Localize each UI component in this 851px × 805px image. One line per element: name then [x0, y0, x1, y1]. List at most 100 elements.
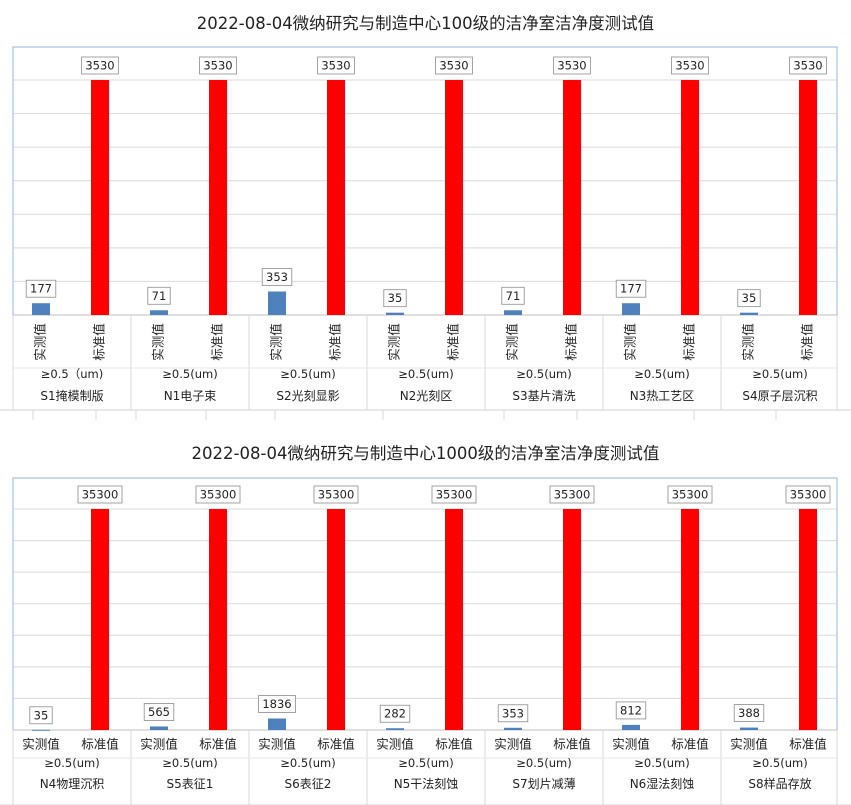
- data-label-actual: 35: [742, 291, 757, 305]
- bar-standard: [209, 80, 227, 315]
- data-label-actual-box: [615, 701, 647, 720]
- bar-actual: [32, 303, 50, 315]
- category-tick-label: N3热工艺区: [630, 389, 695, 403]
- data-label-standard: 35300: [672, 488, 709, 502]
- series-tick-label: 实测值: [505, 323, 520, 361]
- bar-actual: [740, 312, 758, 315]
- data-label-standard: 35300: [790, 488, 827, 502]
- size-tick-label: ≥0.5(um): [634, 367, 689, 381]
- data-label-actual: 177: [30, 282, 52, 296]
- bar-actual: [504, 310, 522, 315]
- data-label-standard: 3530: [439, 59, 468, 73]
- category-tick-label: S1掩模制版: [40, 389, 103, 403]
- data-label-actual: 812: [620, 703, 642, 717]
- data-label-actual-box: [261, 268, 293, 286]
- size-tick-label: ≥0.5(um): [634, 756, 689, 770]
- size-tick-label: ≥0.5(um): [516, 367, 571, 381]
- data-label-standard-box: [667, 485, 713, 504]
- data-label-standard-box: [199, 56, 237, 75]
- data-label-actual: 565: [148, 705, 170, 719]
- chart-title-1000: 2022-08-04微纳研究与制造中心1000级的洁净室洁净度测试值: [191, 444, 660, 463]
- series-tick-label: 标准值: [789, 737, 827, 752]
- series-tick-label: 标准值: [81, 737, 119, 752]
- data-label-standard-box: [785, 485, 831, 504]
- series-tick-label: 标准值: [210, 323, 225, 361]
- bar-actual: [32, 729, 50, 731]
- bar-standard: [681, 509, 699, 730]
- bar-standard: [799, 80, 817, 315]
- size-tick-label: ≥0.5(um): [280, 367, 335, 381]
- data-label-standard: 3530: [321, 59, 350, 73]
- size-tick-label: ≥0.5(um): [516, 756, 571, 770]
- data-label-standard-box: [553, 56, 591, 75]
- category-tick-label: N1电子束: [164, 389, 217, 403]
- bar-actual: [150, 726, 168, 730]
- bar-standard: [327, 80, 345, 315]
- bar-actual: [150, 310, 168, 315]
- bar-actual: [622, 303, 640, 315]
- data-label-standard: 3530: [675, 59, 704, 73]
- series-tick-label: 标准值: [446, 323, 461, 361]
- bar-standard: [91, 509, 109, 730]
- bar-standard: [563, 509, 581, 730]
- data-label-standard-box: [789, 56, 827, 75]
- data-label-actual-box: [737, 289, 761, 308]
- data-label-actual-box: [383, 289, 407, 308]
- size-tick-label: ≥0.5(um): [398, 367, 453, 381]
- data-label-standard-box: [435, 56, 473, 75]
- data-label-standard: 35300: [554, 488, 591, 502]
- category-tick-label: S8样品存放: [748, 776, 811, 791]
- series-tick-label: 实测值: [494, 737, 532, 752]
- series-tick-label: 实测值: [33, 323, 48, 361]
- series-tick-label: 实测值: [258, 737, 296, 752]
- data-label-actual-box: [615, 279, 647, 298]
- category-tick-label: S6表征2: [285, 777, 332, 791]
- series-tick-label: 实测值: [612, 737, 650, 752]
- category-tick-label: N5干法刻蚀: [394, 777, 459, 791]
- size-tick-label: ≥0.5(um): [752, 756, 807, 770]
- data-label-actual-box: [258, 695, 296, 713]
- size-tick-label: ≥0.5(um): [44, 756, 99, 770]
- category-tick-label: N6湿法刻蚀: [630, 776, 695, 791]
- data-label-standard-box: [313, 485, 359, 504]
- size-tick-label: ≥0.5(um): [280, 756, 335, 770]
- data-label-actual: 1836: [262, 697, 291, 711]
- series-tick-label: 实测值: [269, 323, 284, 361]
- chart-title-100: 2022-08-04微纳研究与制造中心100级的洁净室洁净度测试值: [196, 14, 655, 33]
- chart-100-class: 177 3530 实测值 标准值 ≥0.5（um) S1掩模制版 71 3530 实测值 标准值 ≥…: [0, 46, 851, 420]
- size-tick-label: ≥0.5（um): [41, 367, 103, 381]
- data-label-standard-box: [549, 485, 595, 504]
- category-tick-label: S4原子层沉积: [742, 389, 817, 403]
- chart-1-layer: 35 35300 实测值 标准值 ≥0.5(um) N4物理沉积 565 35300 实测值 标准…: [0, 477, 851, 805]
- data-label-actual: 35: [34, 708, 49, 722]
- data-label-actual: 71: [506, 289, 521, 303]
- bar-standard: [681, 80, 699, 315]
- bar-standard: [445, 80, 463, 315]
- series-tick-label: 实测值: [741, 323, 756, 361]
- data-label-standard-box: [317, 56, 355, 75]
- category-tick-label: N2光刻区: [400, 389, 453, 403]
- bar-actual: [268, 718, 286, 730]
- bar-standard: [327, 509, 345, 730]
- category-tick-label: S5表征1: [167, 777, 214, 791]
- data-label-standard: 35300: [436, 488, 473, 502]
- data-label-actual-box: [733, 704, 765, 722]
- size-tick-label: ≥0.5(um): [398, 756, 453, 770]
- series-tick-label: 标准值: [199, 737, 237, 752]
- data-label-standard: 3530: [85, 59, 114, 73]
- chart-0-layer: 177 3530 实测值 标准值 ≥0.5（um) S1掩模制版 71 3530 实测值 标准值 ≥…: [0, 46, 851, 411]
- series-tick-label: 实测值: [730, 737, 768, 752]
- data-label-actual-box: [379, 704, 411, 723]
- data-label-standard-box: [81, 56, 119, 75]
- series-tick-label: 标准值: [328, 323, 343, 361]
- data-label-actual-box: [25, 279, 57, 298]
- data-label-actual-box: [143, 703, 175, 721]
- size-tick-label: ≥0.5(um): [162, 367, 217, 381]
- bar-actual: [386, 312, 404, 315]
- bar-standard: [209, 509, 227, 730]
- data-label-standard: 3530: [203, 59, 232, 73]
- data-label-actual: 353: [266, 270, 288, 284]
- data-label-actual: 35: [388, 291, 403, 305]
- category-tick-label: S2光刻显影: [276, 389, 339, 403]
